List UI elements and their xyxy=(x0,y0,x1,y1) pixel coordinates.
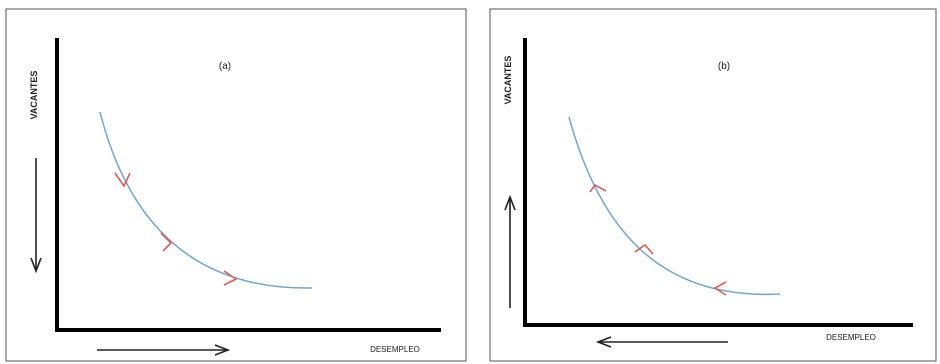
panel-a-curve-arrow-3 xyxy=(223,270,238,286)
panel-b-curve-arrow-3 xyxy=(713,281,727,296)
panel-b-diagram: VACANTES DESEMPLEO (b) xyxy=(489,8,937,362)
panel-a-y-axis-label: VACANTES xyxy=(29,71,39,120)
panel-a-down-arrow-icon xyxy=(30,257,42,274)
panel-a-label: (a) xyxy=(219,61,231,72)
panel-b-x-axis-label: DESEMPLEO xyxy=(826,333,876,342)
panel-a-curve xyxy=(99,111,313,289)
panel-b-curve-arrow-2 xyxy=(634,243,654,255)
panel-b-left-arrow-icon xyxy=(595,336,612,348)
panel-b-curve-arrow-1 xyxy=(589,183,607,193)
panel-b-y-axis-label: VACANTES xyxy=(503,56,513,105)
panel-a-frame xyxy=(5,8,467,362)
panel-b-frame xyxy=(489,8,937,362)
panel-b-up-arrow-icon xyxy=(504,194,516,211)
panel-a-x-axis-label: DESEMPLEO xyxy=(370,345,420,354)
panel-a: VACANTES DESEMPLEO (a) xyxy=(5,8,467,362)
panel-a-curve-arrow-2 xyxy=(160,232,173,252)
panel-b-label: (b) xyxy=(718,61,730,72)
panel-b-curve xyxy=(568,116,781,296)
panel-b: VACANTES DESEMPLEO (b) xyxy=(470,0,940,364)
panel-a-right-arrow-icon xyxy=(214,344,231,356)
panel-a-curve-arrow-1 xyxy=(114,172,131,188)
panel-a-diagram: VACANTES DESEMPLEO (a) xyxy=(5,8,467,362)
